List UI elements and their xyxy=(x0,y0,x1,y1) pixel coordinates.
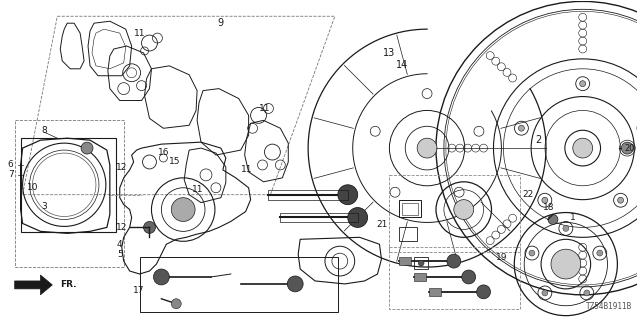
Circle shape xyxy=(143,221,156,233)
Bar xyxy=(414,257,428,269)
Circle shape xyxy=(529,250,535,256)
Circle shape xyxy=(584,290,590,296)
Circle shape xyxy=(477,285,490,299)
Text: 11: 11 xyxy=(241,165,252,174)
Text: 11: 11 xyxy=(259,104,270,113)
Text: FR.: FR. xyxy=(60,280,77,289)
Bar xyxy=(268,190,348,200)
Text: 2: 2 xyxy=(535,135,541,145)
Text: 14: 14 xyxy=(396,60,408,70)
Circle shape xyxy=(461,270,476,284)
Text: 3: 3 xyxy=(42,202,47,211)
Circle shape xyxy=(447,254,461,268)
Circle shape xyxy=(542,290,548,296)
Text: 12: 12 xyxy=(116,164,127,172)
Text: 19: 19 xyxy=(495,253,507,262)
Circle shape xyxy=(597,250,603,256)
Text: 16: 16 xyxy=(157,148,169,156)
Text: 15: 15 xyxy=(168,157,180,166)
Text: 1: 1 xyxy=(570,213,575,222)
Circle shape xyxy=(618,197,623,203)
Bar xyxy=(429,288,441,296)
Circle shape xyxy=(454,200,474,220)
Text: 22: 22 xyxy=(522,190,534,199)
Text: TZ54B1911B: TZ54B1911B xyxy=(586,302,632,311)
Circle shape xyxy=(172,198,195,221)
Circle shape xyxy=(287,276,303,292)
Bar xyxy=(280,212,358,222)
Text: 8: 8 xyxy=(42,126,47,135)
Text: 18: 18 xyxy=(543,203,555,212)
Circle shape xyxy=(621,142,633,154)
Bar xyxy=(399,228,417,241)
Circle shape xyxy=(172,299,181,309)
Text: 4: 4 xyxy=(117,240,123,249)
Text: 10: 10 xyxy=(27,183,38,192)
Text: 7: 7 xyxy=(8,170,13,180)
Text: 11: 11 xyxy=(134,28,145,38)
Bar xyxy=(414,273,426,281)
Text: 9: 9 xyxy=(218,18,224,28)
Text: 6: 6 xyxy=(8,160,13,170)
Text: 21: 21 xyxy=(377,220,388,229)
Text: 5: 5 xyxy=(117,250,123,259)
Bar xyxy=(389,175,520,252)
Bar xyxy=(389,247,520,309)
Polygon shape xyxy=(15,275,52,295)
Circle shape xyxy=(81,142,93,154)
Circle shape xyxy=(573,138,593,158)
Bar xyxy=(20,138,116,232)
Bar xyxy=(399,257,412,265)
Text: 12: 12 xyxy=(116,223,127,232)
Circle shape xyxy=(154,269,170,285)
Bar xyxy=(140,257,338,312)
Circle shape xyxy=(542,197,548,203)
Circle shape xyxy=(418,260,424,266)
Text: 13: 13 xyxy=(383,48,396,58)
Bar xyxy=(399,200,421,218)
Bar xyxy=(403,203,418,214)
Text: 17: 17 xyxy=(133,286,145,295)
Circle shape xyxy=(563,225,569,231)
Text: 20: 20 xyxy=(624,144,634,153)
Bar xyxy=(15,120,124,267)
Circle shape xyxy=(348,208,367,228)
Circle shape xyxy=(417,138,437,158)
Text: 11: 11 xyxy=(192,185,204,194)
Circle shape xyxy=(518,125,524,131)
Circle shape xyxy=(580,81,586,87)
Circle shape xyxy=(551,249,580,279)
Circle shape xyxy=(548,214,558,224)
Circle shape xyxy=(338,185,358,204)
